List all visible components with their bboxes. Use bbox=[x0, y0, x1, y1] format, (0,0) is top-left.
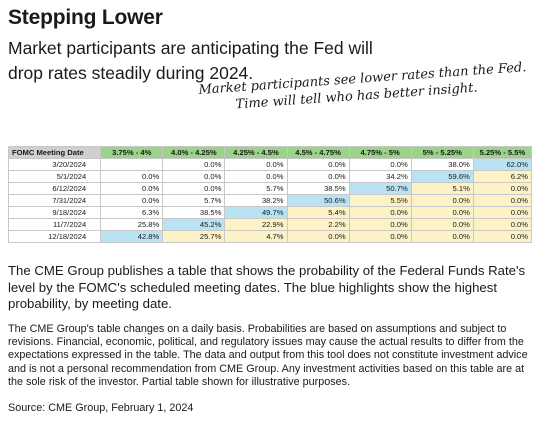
table-cell: 2.2% bbox=[286, 218, 350, 231]
meeting-date-cell: 12/18/2024 bbox=[7, 230, 102, 243]
table-row: 11/7/2024 25.8% 45.2% 22.9% 2.2% 0.0% 0.… bbox=[7, 218, 533, 231]
table-row: 6/12/2024 0.0% 0.0% 5.7% 38.5% 50.7% 5.1… bbox=[7, 182, 533, 195]
table-row: 9/18/2024 6.3% 38.5% 49.7% 5.4% 0.0% 0.0… bbox=[7, 206, 533, 219]
table-row: 3/20/2024 0.0% 0.0% 0.0% 0.0% 38.0% 62.0… bbox=[7, 158, 533, 171]
table-cell: 0.0% bbox=[162, 182, 226, 195]
table-cell: 0.0% bbox=[410, 194, 474, 207]
meeting-date-cell: 6/12/2024 bbox=[7, 182, 102, 195]
column-header: 4.25% - 4.5% bbox=[224, 146, 288, 159]
table-cell: 0.0% bbox=[348, 230, 412, 243]
table-cell: 0.0% bbox=[472, 230, 533, 243]
column-header: 4.5% - 4.75% bbox=[286, 146, 350, 159]
meeting-date-cell: 7/31/2024 bbox=[7, 194, 102, 207]
table-cell: 0.0% bbox=[348, 218, 412, 231]
table-cell: 0.0% bbox=[472, 194, 533, 207]
highlight-cell: 62.0% bbox=[472, 158, 533, 171]
page-title: Stepping Lower bbox=[8, 6, 163, 29]
table-cell: 0.0% bbox=[410, 230, 474, 243]
table-cell: 0.0% bbox=[162, 158, 226, 171]
column-header: 5% - 5.25% bbox=[410, 146, 474, 159]
table-cell: 0.0% bbox=[472, 182, 533, 195]
table-cell: 25.8% bbox=[100, 218, 164, 231]
table-cell: 5.5% bbox=[348, 194, 412, 207]
table-cell: 5.7% bbox=[224, 182, 288, 195]
page-subtitle: Market participants are anticipating the… bbox=[8, 38, 373, 83]
table-cell: 38.5% bbox=[286, 182, 350, 195]
highlight-cell: 42.8% bbox=[100, 230, 164, 243]
meeting-date-cell: 11/7/2024 bbox=[7, 218, 102, 231]
table-cell: 0.0% bbox=[348, 158, 412, 171]
table-header-row: FOMC Meeting Date 3.75% - 4% 4.0% - 4.25… bbox=[7, 146, 533, 159]
meeting-date-cell: 3/20/2024 bbox=[7, 158, 102, 171]
table-cell bbox=[100, 158, 164, 171]
column-header: 3.75% - 4% bbox=[100, 146, 164, 159]
table-cell: 6.3% bbox=[100, 206, 164, 219]
table-cell: 0.0% bbox=[286, 158, 350, 171]
table-cell: 0.0% bbox=[472, 206, 533, 219]
table-cell: 0.0% bbox=[100, 170, 164, 183]
source-note: Source: CME Group, February 1, 2024 bbox=[8, 402, 194, 414]
disclaimer-paragraph: The CME Group's table changes on a daily… bbox=[8, 323, 528, 388]
highlight-cell: 49.7% bbox=[224, 206, 288, 219]
table-cell: 5.7% bbox=[162, 194, 226, 207]
column-header: 5.25% - 5.5% bbox=[472, 146, 533, 159]
table-cell: 0.0% bbox=[162, 170, 226, 183]
table-row: 7/31/2024 0.0% 5.7% 38.2% 50.6% 5.5% 0.0… bbox=[7, 194, 533, 207]
highlight-cell: 50.6% bbox=[286, 194, 350, 207]
table-cell: 0.0% bbox=[410, 206, 474, 219]
column-header: 4.0% - 4.25% bbox=[162, 146, 226, 159]
table-cell: 38.5% bbox=[162, 206, 226, 219]
table-cell: 0.0% bbox=[348, 206, 412, 219]
fed-funds-probability-table: FOMC Meeting Date 3.75% - 4% 4.0% - 4.25… bbox=[7, 146, 533, 243]
table-cell: 0.0% bbox=[472, 218, 533, 231]
table-row: 12/18/2024 42.8% 25.7% 4.7% 0.0% 0.0% 0.… bbox=[7, 230, 533, 243]
table-cell: 5.1% bbox=[410, 182, 474, 195]
table-cell: 4.7% bbox=[224, 230, 288, 243]
explanation-paragraph: The CME Group publishes a table that sho… bbox=[8, 263, 526, 311]
table-cell: 22.9% bbox=[224, 218, 288, 231]
table-cell: 0.0% bbox=[410, 218, 474, 231]
table-cell: 0.0% bbox=[286, 230, 350, 243]
table-cell: 38.2% bbox=[224, 194, 288, 207]
column-header: FOMC Meeting Date bbox=[7, 146, 102, 159]
highlight-cell: 59.6% bbox=[410, 170, 474, 183]
highlight-cell: 45.2% bbox=[162, 218, 226, 231]
table-cell: 34.2% bbox=[348, 170, 412, 183]
highlight-cell: 50.7% bbox=[348, 182, 412, 195]
table-cell: 25.7% bbox=[162, 230, 226, 243]
table-cell: 6.2% bbox=[472, 170, 533, 183]
table-cell: 5.4% bbox=[286, 206, 350, 219]
meeting-date-cell: 5/1/2024 bbox=[7, 170, 102, 183]
table-cell: 0.0% bbox=[100, 182, 164, 195]
table-cell: 0.0% bbox=[286, 170, 350, 183]
table-row: 5/1/2024 0.0% 0.0% 0.0% 0.0% 34.2% 59.6%… bbox=[7, 170, 533, 183]
table-cell: 0.0% bbox=[224, 170, 288, 183]
table-cell: 0.0% bbox=[100, 194, 164, 207]
table-cell: 0.0% bbox=[224, 158, 288, 171]
table-cell: 38.0% bbox=[410, 158, 474, 171]
column-header: 4.75% - 5% bbox=[348, 146, 412, 159]
meeting-date-cell: 9/18/2024 bbox=[7, 206, 102, 219]
